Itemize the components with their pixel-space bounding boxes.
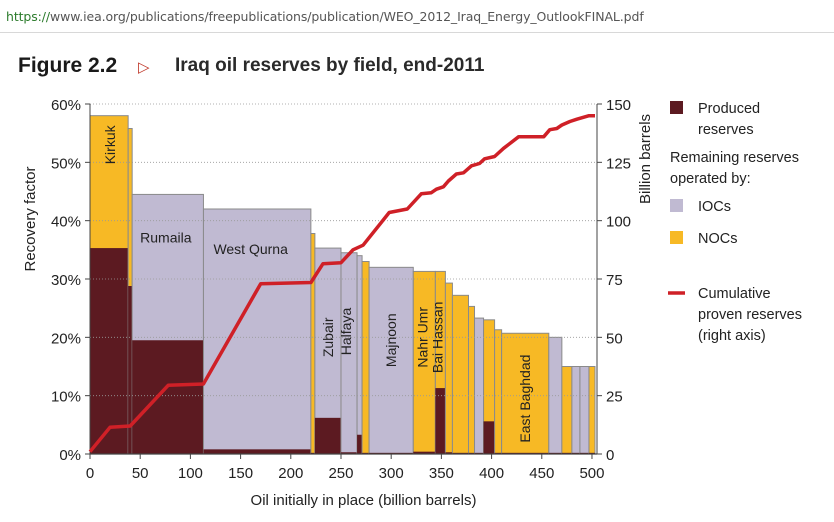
- legend-swatch-produced: [670, 101, 683, 114]
- field-bar-12: [444, 282, 453, 455]
- field-bar-22: [579, 366, 590, 455]
- y2-axis-title: Billion barrels: [637, 114, 654, 204]
- x-tick-label: 500: [579, 465, 604, 482]
- legend-line-line2: proven reserves: [698, 307, 802, 323]
- figure-title: Iraq oil reserves by field, end-2011: [175, 55, 485, 76]
- x-axis-title: Oil initially in place (billion barrels): [251, 492, 477, 509]
- legend-ioc-label: IOCs: [698, 199, 731, 215]
- legend: Produced reserves Remaining reserves ope…: [668, 101, 802, 344]
- x-tick-label: 350: [429, 465, 454, 482]
- field-bar-8: [361, 261, 370, 455]
- url-path: www.iea.org/publications/freepublication…: [50, 9, 644, 24]
- browser-address-bar[interactable]: https://www.iea.org/publications/freepub…: [0, 0, 834, 33]
- y2-tick-label: 50: [606, 330, 623, 347]
- produced-bar-0: [90, 248, 129, 454]
- url-protocol: https://: [6, 9, 51, 24]
- legend-produced-line1: Produced: [698, 101, 760, 117]
- label-zubair: Zubair: [320, 317, 336, 357]
- field-bar-15: [474, 317, 485, 455]
- produced-bar-2: [132, 340, 204, 454]
- field-bar-14: [467, 305, 476, 455]
- legend-remaining-line2: operated by:: [670, 171, 751, 187]
- x-tick-label: 100: [178, 465, 203, 482]
- label-halfaya: Halfaya: [338, 308, 354, 356]
- x-tick-label: 150: [228, 465, 253, 482]
- produced-bar-1: [128, 286, 133, 454]
- y-tick-label: 40%: [51, 214, 81, 231]
- legend-remaining-line1: Remaining reserves: [670, 150, 799, 166]
- legend-swatch-noc: [670, 231, 683, 244]
- legend-line-line1: Cumulative: [698, 286, 771, 302]
- cumulative-line-layer: [88, 113, 595, 453]
- legend-produced-line2: reserves: [698, 122, 754, 138]
- y-axis-title: Recovery factor: [22, 166, 39, 271]
- produced-bar-10: [413, 451, 436, 454]
- y-tick-label: 0%: [59, 447, 81, 464]
- x-tick-label: 450: [529, 465, 554, 482]
- produced-bar-16: [483, 421, 495, 454]
- legend-noc-label: NOCs: [698, 231, 737, 247]
- y2-tick-label: 125: [606, 155, 631, 172]
- y2-tick-label: 0: [606, 447, 614, 464]
- cumulative-reserves-line: [88, 113, 595, 453]
- field-bar-17: [494, 329, 503, 455]
- label-east-baghdad: East Baghdad: [517, 355, 533, 443]
- x-tick-label: 400: [479, 465, 504, 482]
- field-bars: [89, 115, 596, 455]
- y2-tick-label: 100: [606, 214, 631, 231]
- field-bar-7: [356, 255, 363, 455]
- label-west-qurna: West Qurna: [213, 241, 288, 257]
- produced-bar-5: [314, 417, 341, 454]
- legend-line-line3: (right axis): [698, 328, 766, 344]
- label-nahr-umr: Nahr Umr: [414, 307, 430, 368]
- figure-number: Figure 2.2: [18, 54, 118, 77]
- field-bar-13: [451, 294, 469, 455]
- label-rumaila: Rumaila: [140, 229, 192, 245]
- x-tick-label: 300: [379, 465, 404, 482]
- produced-bar-11: [435, 388, 446, 454]
- produced-bar-12: [445, 452, 453, 454]
- field-bar-18: [501, 332, 550, 455]
- label-kirkuk: Kirkuk: [102, 124, 118, 164]
- produced-bar-3: [203, 449, 311, 454]
- chart-axes: 0% 10% 20% 30% 40% 50% 60% 0 25 50 75 100 125 150 0 50 1…: [22, 97, 654, 509]
- y-tick-label: 30%: [51, 272, 81, 289]
- label-bai-hassan: Bai Hassan: [429, 302, 445, 374]
- produced-bar-7: [357, 434, 363, 454]
- y2-tick-label: 150: [606, 97, 631, 114]
- url-text[interactable]: https://www.iea.org/publications/freepub…: [6, 9, 644, 24]
- legend-swatch-ioc: [670, 199, 683, 212]
- field-bar-9: [368, 266, 414, 455]
- triangle-arrow-icon: ▷: [138, 59, 150, 76]
- produced-bar-6: [340, 452, 358, 454]
- y-tick-label: 50%: [51, 155, 81, 172]
- y-tick-label: 20%: [51, 330, 81, 347]
- field-bar-21: [571, 366, 581, 455]
- x-tick-label: 50: [132, 465, 149, 482]
- x-tick-label: 250: [328, 465, 353, 482]
- y-tick-label: 10%: [51, 389, 81, 406]
- x-tick-label: 0: [86, 465, 94, 482]
- y2-tick-label: 25: [606, 389, 623, 406]
- field-bar-20: [561, 366, 573, 455]
- x-tick-label: 200: [278, 465, 303, 482]
- field-bar-4: [310, 233, 316, 455]
- y-tick-label: 60%: [51, 97, 81, 114]
- field-bar-23: [588, 366, 596, 455]
- y2-tick-label: 75: [606, 272, 623, 289]
- label-majnoon: Majnoon: [383, 313, 399, 367]
- field-labels: Kirkuk Rumaila West Qurna Zubair Halfaya Majn…: [102, 124, 533, 442]
